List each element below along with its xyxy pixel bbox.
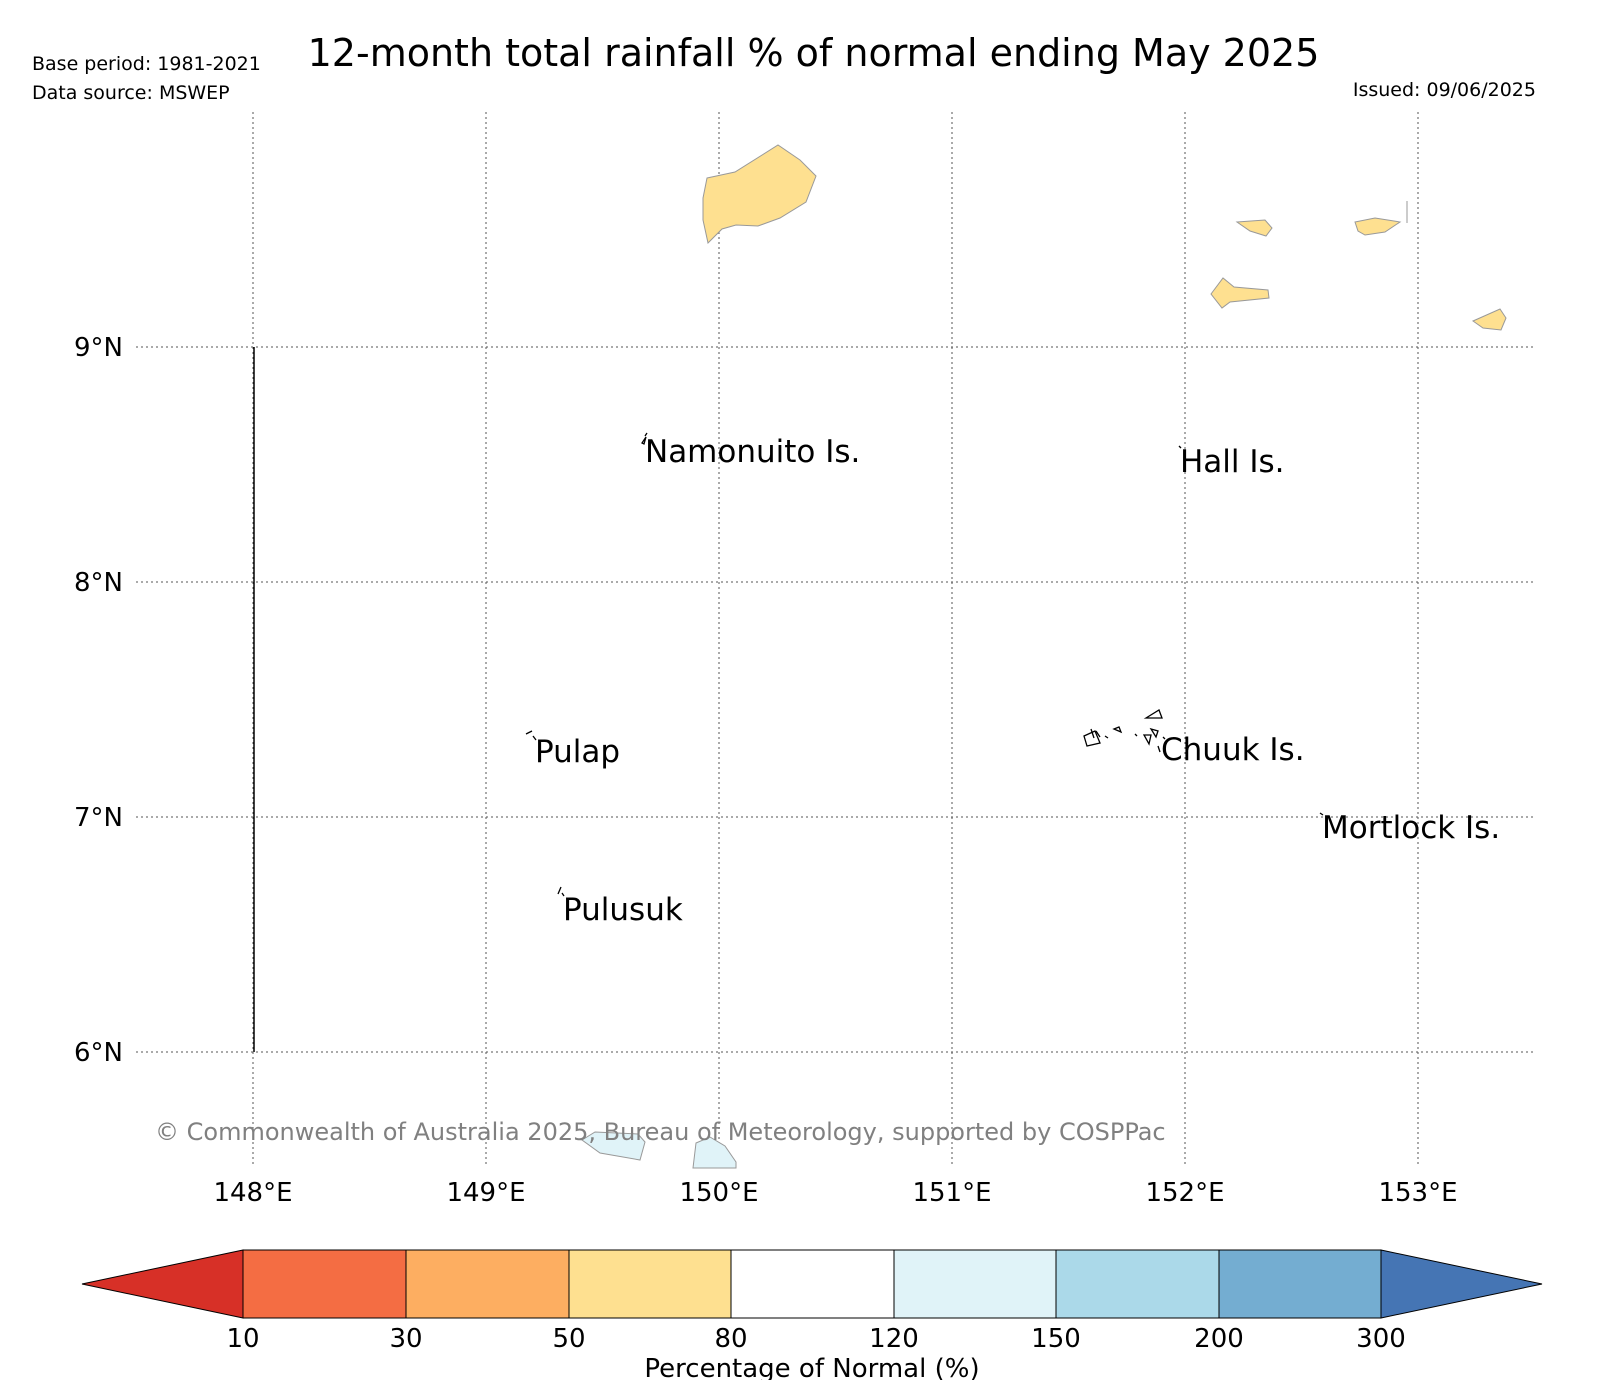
colorbar-tick-300: 300 [1356, 1324, 1406, 1354]
island-chuuk [1083, 709, 1166, 753]
colorbar [81, 1249, 1543, 1319]
lat-label-7n: 7°N [74, 803, 123, 833]
shaded-area-south-2 [692, 1136, 737, 1169]
colorbar-tick-150: 150 [1031, 1324, 1081, 1354]
label-chuuk: Chuuk Is. [1161, 732, 1305, 768]
colorbar-segment-30-50 [405, 1249, 570, 1319]
island-mortlock [1319, 812, 1324, 816]
gridlines [136, 112, 1535, 1165]
colorbar-segment-200-300 [1218, 1249, 1382, 1319]
label-namonuito: Namonuito Is. [645, 434, 860, 470]
shaded-area-ne-1 [1235, 219, 1273, 237]
colorbar-tick-80: 80 [714, 1324, 747, 1354]
island-pulap [525, 730, 537, 741]
map-title: 12-month total rainfall % of normal endi… [307, 31, 1320, 75]
colorbar-segment-120-150 [893, 1249, 1057, 1319]
island-hall [1178, 445, 1182, 449]
colorbar-tick-120: 120 [869, 1324, 919, 1354]
copyright-text: © Commonwealth of Australia 2025, Bureau… [155, 1118, 1166, 1146]
shaded-area-south-1 [581, 1131, 646, 1161]
island-namonuito [641, 432, 648, 445]
issued-date: Issued: 09/06/2025 [1352, 79, 1536, 101]
longitude-labels: 148°E 149°E 150°E 151°E 152°E 153°E [213, 1178, 1457, 1208]
colorbar-tick-50: 50 [552, 1324, 585, 1354]
place-labels: Namonuito Is. Hall Is. Pulap Chuuk Is. M… [535, 434, 1500, 928]
colorbar-extend-high [1380, 1249, 1543, 1319]
label-pulusuk: Pulusuk [563, 892, 683, 928]
colorbar-tick-200: 200 [1194, 1324, 1244, 1354]
lat-label-6n: 6°N [74, 1038, 123, 1068]
label-pulap: Pulap [535, 734, 620, 770]
colorbar-segment-50-80 [568, 1249, 732, 1319]
colorbar-ticks: 10 30 50 80 120 150 200 300 [226, 1324, 1405, 1354]
colorbar-label: Percentage of Normal (%) [644, 1354, 979, 1380]
data-source-text: Data source: MSWEP [32, 82, 230, 104]
label-mortlock: Mortlock Is. [1322, 810, 1500, 846]
lat-label-9n: 9°N [74, 333, 123, 363]
shaded-area-ne-3 [1210, 277, 1270, 309]
metadata-block: Base period: 1981-2021 Data source: MSWE… [32, 50, 261, 108]
lon-label-152e: 152°E [1145, 1178, 1224, 1208]
shaded-area-north [702, 144, 817, 245]
lon-label-153e: 153°E [1378, 1178, 1457, 1208]
islands [525, 432, 1324, 897]
lon-label-151e: 151°E [912, 1178, 991, 1208]
shaded-area-ne-4 [1471, 308, 1507, 331]
rainfall-shading [581, 144, 1507, 1169]
latitude-labels: 9°N 8°N 7°N 6°N [74, 333, 123, 1068]
shaded-area-ne-2 [1354, 217, 1402, 236]
colorbar-segment-150-200 [1055, 1249, 1220, 1319]
label-hall: Hall Is. [1180, 444, 1285, 480]
colorbar-segment-80-120 [730, 1249, 895, 1319]
colorbar-extend-low [81, 1249, 244, 1319]
lon-label-149e: 149°E [446, 1178, 525, 1208]
base-period-text: Base period: 1981-2021 [32, 53, 261, 75]
colorbar-tick-10: 10 [226, 1324, 259, 1354]
lon-label-150e: 150°E [679, 1178, 758, 1208]
colorbar-segment-10-30 [242, 1249, 407, 1319]
lat-label-8n: 8°N [74, 568, 123, 598]
lon-label-148e: 148°E [213, 1178, 292, 1208]
island-pulusuk [557, 886, 565, 897]
colorbar-tick-30: 30 [389, 1324, 422, 1354]
